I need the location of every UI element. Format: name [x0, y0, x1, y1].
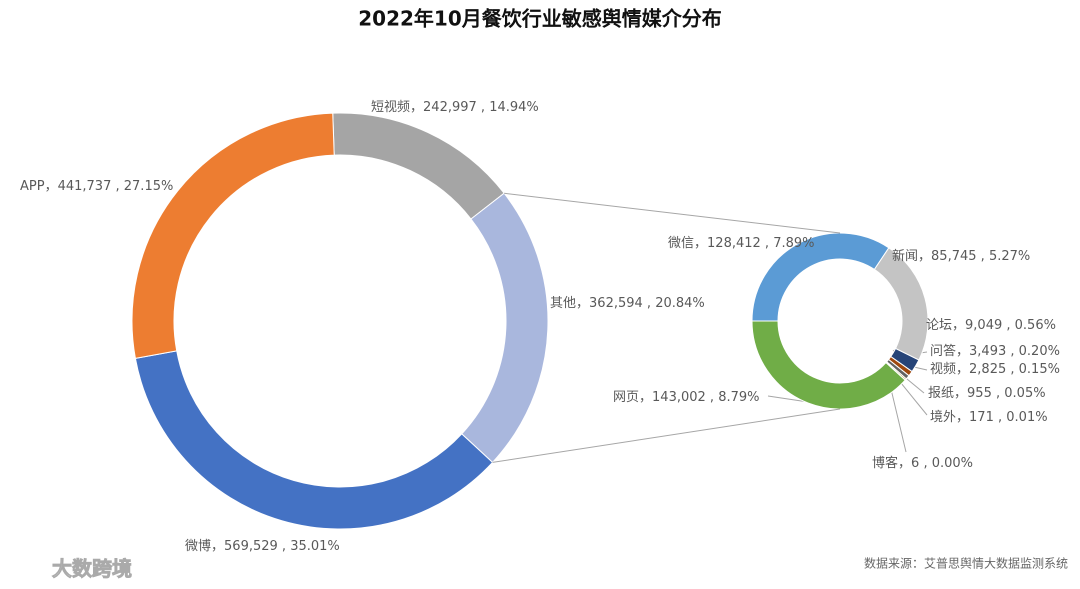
data-label: 问答，3,493 , 0.20%	[930, 343, 1060, 359]
percent-label: 0.00%	[932, 456, 973, 471]
value-label: 2,825	[969, 362, 1006, 377]
percent-label: 7.89%	[773, 236, 814, 251]
data-label: 境外，171 , 0.01%	[930, 410, 1048, 425]
separator: ，	[954, 386, 967, 401]
value-label: 569,529	[224, 539, 278, 554]
separator: ，	[45, 179, 58, 194]
percent-label: 20.84%	[655, 296, 705, 311]
data-label: 论坛，9,049 , 0.56%	[926, 318, 1056, 333]
category-name: 问答	[930, 343, 956, 359]
separator: ,	[992, 386, 1004, 401]
chart-title: 2022年10月餐饮行业敏感舆情媒介分布	[358, 7, 722, 31]
category-name: 微博	[185, 539, 211, 554]
value-label: 6	[911, 456, 919, 471]
value-label: 242,997	[423, 100, 477, 115]
separator: ,	[278, 539, 290, 554]
value-label: 441,737	[58, 179, 112, 194]
donut-slice	[134, 350, 494, 530]
value-label: 128,412	[707, 236, 761, 251]
percent-label: 0.05%	[1004, 386, 1045, 401]
category-name: 境外	[930, 410, 956, 425]
value-label: 362,594	[589, 296, 643, 311]
separator: ，	[918, 249, 931, 264]
category-name: 博客	[872, 455, 898, 471]
data-label: 其他，362,594 , 20.84%	[550, 296, 705, 311]
percent-label: 8.79%	[718, 390, 759, 405]
donut-slice	[461, 192, 549, 464]
percent-label: 0.15%	[1019, 362, 1060, 377]
connector-line	[492, 408, 841, 463]
value-label: 85,745	[931, 249, 977, 264]
donut-slice	[131, 112, 335, 359]
separator: ,	[1006, 344, 1018, 359]
separator: ，	[694, 236, 707, 251]
data-label: 新闻，85,745 , 5.27%	[892, 248, 1030, 264]
category-name: APP	[20, 179, 45, 194]
category-name: 报纸	[928, 386, 954, 401]
category-name: 新闻	[892, 248, 918, 264]
category-name: 论坛	[926, 318, 952, 333]
separator: ，	[410, 100, 423, 115]
separator: ，	[956, 410, 969, 425]
percent-label: 0.56%	[1015, 318, 1056, 333]
separator: ,	[643, 296, 655, 311]
data-label: 微信，128,412 , 7.89%	[668, 236, 815, 251]
separator: ,	[919, 456, 931, 471]
percent-label: 35.01%	[290, 539, 340, 554]
separator: ，	[639, 390, 652, 405]
separator: ,	[1006, 362, 1018, 377]
data-label: 博客，6 , 0.00%	[872, 455, 973, 471]
data-label: 视频，2,825 , 0.15%	[930, 362, 1060, 377]
separator: ,	[761, 236, 773, 251]
separator: ，	[952, 318, 965, 333]
donut-slice	[751, 320, 906, 410]
data-label: APP，441,737 , 27.15%	[20, 179, 173, 194]
percent-label: 27.15%	[124, 179, 174, 194]
value-label: 143,002	[652, 390, 706, 405]
data-label: 网页，143,002 , 8.79%	[613, 390, 760, 405]
separator: ,	[706, 390, 718, 405]
value-label: 171	[969, 410, 994, 425]
category-name: 网页	[613, 390, 639, 405]
separator: ,	[977, 249, 989, 264]
data-label: 微博，569,529 , 35.01%	[185, 539, 340, 554]
donut-slice	[332, 112, 505, 220]
donut-slice	[873, 247, 929, 361]
data-label: 报纸，955 , 0.05%	[928, 386, 1046, 401]
value-label: 955	[967, 386, 992, 401]
data-label: 短视频，242,997 , 14.94%	[371, 100, 539, 115]
separator: ，	[956, 362, 969, 377]
separator: ,	[111, 179, 123, 194]
connector-line	[504, 192, 841, 234]
value-label: 3,493	[969, 344, 1006, 359]
category-name: 其他	[550, 296, 576, 311]
separator: ，	[211, 539, 224, 554]
separator: ,	[477, 100, 489, 115]
percent-label: 5.27%	[989, 249, 1030, 264]
separator: ，	[898, 456, 911, 471]
separator: ，	[956, 344, 969, 359]
category-name: 短视频	[371, 100, 410, 115]
category-name: 微信	[668, 236, 694, 251]
percent-label: 0.01%	[1006, 410, 1047, 425]
separator: ,	[1002, 318, 1014, 333]
percent-label: 0.20%	[1019, 344, 1060, 359]
separator: ,	[994, 410, 1006, 425]
value-label: 9,049	[965, 318, 1002, 333]
percent-label: 14.94%	[489, 100, 539, 115]
separator: ，	[576, 296, 589, 311]
category-name: 视频	[930, 362, 956, 377]
source: 数据来源：艾普思舆情大数据监测系统	[864, 556, 1068, 571]
watermark: 大数跨境	[52, 557, 132, 581]
